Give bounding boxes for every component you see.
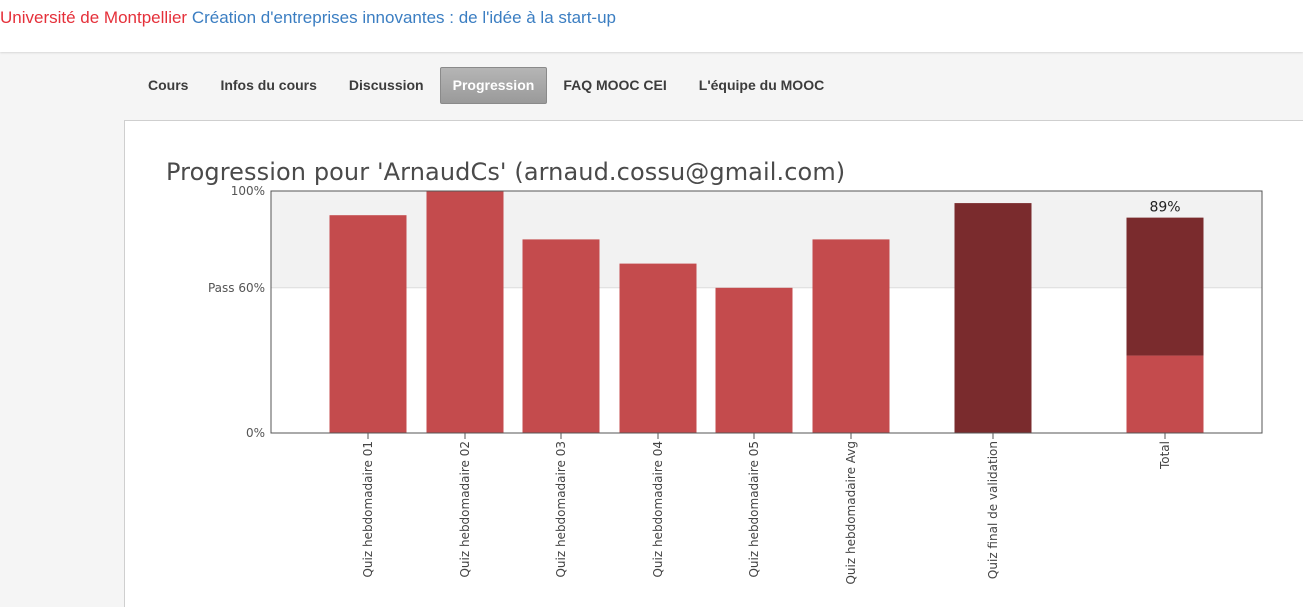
- pass-region: [271, 191, 1262, 288]
- x-tick-label: Quiz hebdomadaire Avg: [844, 441, 858, 585]
- tab-equipe-du-mooc[interactable]: L'équipe du MOOC: [698, 77, 825, 93]
- course-name[interactable]: Création d'entreprises innovantes : de l…: [191, 8, 617, 27]
- bar: [522, 239, 600, 433]
- progress-title: Progression pour 'ArnaudCs' (arnaud.coss…: [166, 158, 846, 186]
- bar: [954, 203, 1032, 433]
- tab-discussion[interactable]: Discussion: [348, 77, 424, 93]
- y-tick-label: 0%: [246, 426, 265, 440]
- x-tick-label: Total: [1158, 441, 1172, 470]
- y-tick-label: 100%: [231, 184, 265, 198]
- x-tick-label: Quiz hebdomadaire 02: [458, 441, 472, 578]
- x-tick-label: Quiz hebdomadaire 03: [554, 441, 568, 578]
- site-header: Université de Montpellier Création d'ent…: [0, 0, 1303, 52]
- org-name[interactable]: Université de Montpellier: [0, 8, 188, 27]
- x-tick-label: Quiz hebdomadaire 01: [361, 441, 375, 578]
- tab-faq-mooc-cei[interactable]: FAQ MOOC CEI: [563, 77, 667, 93]
- tab-progression[interactable]: Progression: [439, 67, 548, 104]
- x-tick-label: Quiz hebdomadaire 05: [747, 441, 761, 578]
- grade-chart: 89% 100% Pass 60% 0% Quiz hebdomadaire 01 Qui…: [208, 184, 1263, 585]
- x-tick-label: Quiz hebdomadaire 04: [651, 441, 665, 578]
- tab-infos-du-cours[interactable]: Infos du cours: [220, 77, 317, 93]
- course-tabs: Cours Infos du cours Discussion Progress…: [132, 67, 840, 104]
- bar: [426, 191, 504, 433]
- total-value-label: 89%: [1149, 200, 1180, 216]
- tab-cours[interactable]: Cours: [148, 77, 189, 93]
- bar-total-segment: [1126, 355, 1204, 433]
- bar: [619, 263, 697, 433]
- progress-panel: Progression pour 'ArnaudCs' (arnaud.coss…: [124, 120, 1303, 607]
- y-tick-label: Pass 60%: [208, 281, 265, 295]
- plot-frame: [270, 190, 1263, 434]
- course-title: Université de Montpellier Création d'ent…: [0, 8, 616, 28]
- bar: [812, 239, 890, 433]
- bar: [329, 215, 407, 433]
- bar: [715, 287, 793, 433]
- x-tick-label: Quiz final de validation: [986, 441, 1000, 579]
- bar-total-segment: [1126, 217, 1204, 356]
